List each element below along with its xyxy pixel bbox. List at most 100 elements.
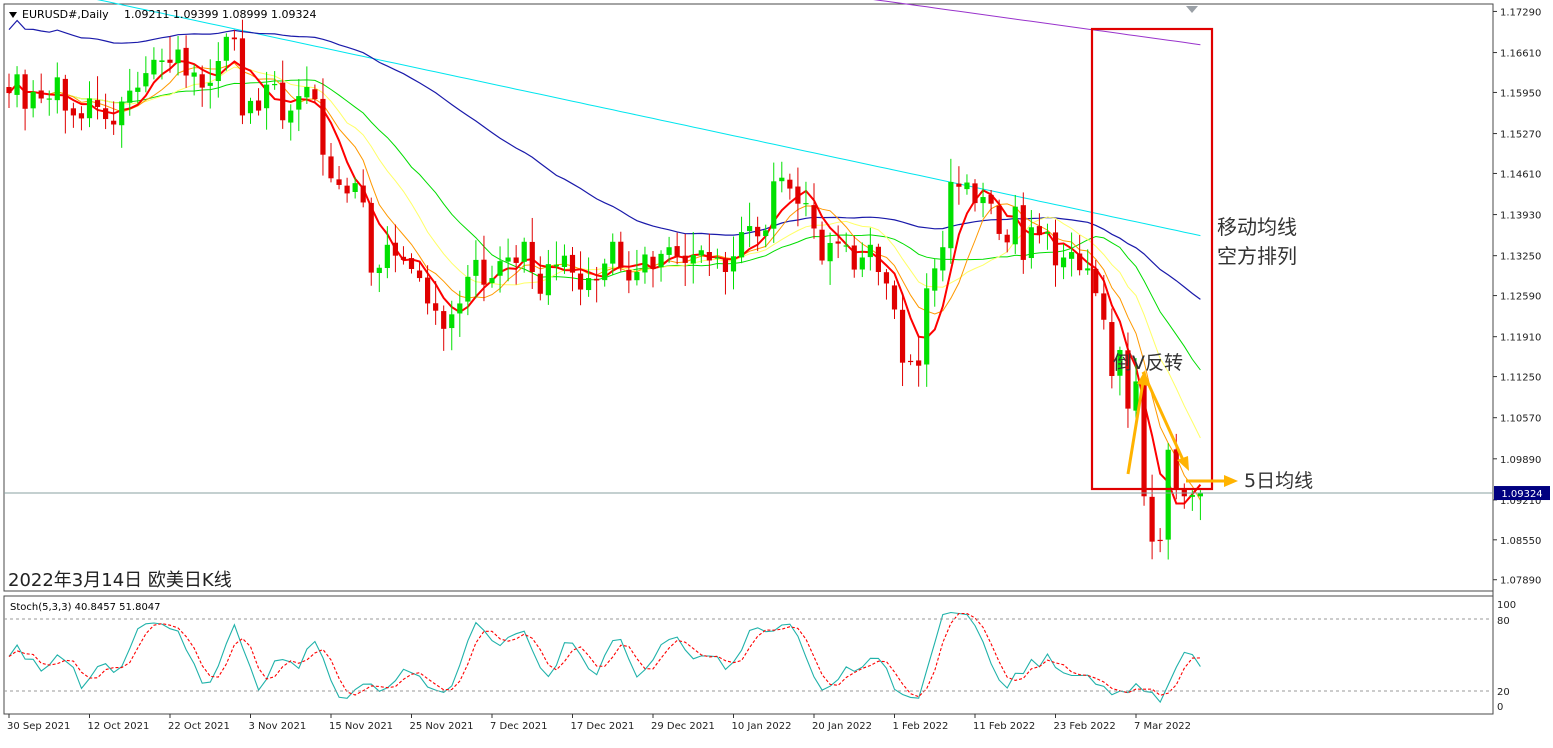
bull-candle [497,261,503,276]
bull-candle [561,255,568,267]
inverted-v-arrows [1126,370,1189,475]
bear-candle [787,179,793,189]
bear-candle [103,108,109,120]
bull-candle [1117,349,1123,376]
bull-candle [738,232,745,258]
bear-candle [22,74,28,109]
bull-candle [489,278,495,284]
bear-candle [1020,205,1026,260]
stoch-level-20: 20 [1497,687,1510,698]
bear-candle [883,272,890,284]
bull-candle [135,87,141,92]
bear-candle [231,37,237,40]
bull-candle [86,98,93,119]
ma5-arrow [1186,475,1238,487]
bear-candle [1125,350,1131,409]
bear-candle [891,285,898,310]
ma60-line [8,19,1201,300]
bear-candle [62,78,68,111]
bear-candle [167,59,173,63]
bear-candle [1004,234,1010,243]
chart-shift-marker[interactable] [1186,6,1198,13]
bear-candle [682,255,688,263]
bull-candle [859,257,865,270]
stoch-signal-line [8,612,1201,698]
bear-candle [320,98,326,155]
bull-candle [545,264,551,296]
time-tick-label: 20 Jan 2022 [812,721,872,732]
time-axis: 30 Sep 2021 12 Oct 2021 22 Oct 2021 3 Nov 2… [7,714,1191,732]
bear-candle [577,273,584,290]
ma-arrangement-label-1: 移动均线 [1217,215,1297,239]
bull-candle [143,73,149,87]
bear-candle [38,90,44,99]
bull-candle [843,245,849,247]
bear-candle [1077,253,1083,271]
stoch-main-line [8,611,1201,704]
bull-candle [521,241,527,262]
bear-candle [6,87,12,94]
bear-candle [811,205,817,229]
bear-candle [408,258,415,269]
symbol-menu-icon[interactable] [9,12,17,18]
bear-candle [1157,539,1163,542]
bear-candle [441,311,447,329]
bear-candle [433,303,439,311]
bear-candle [1036,226,1042,236]
bear-candle [569,254,576,273]
price-tick-label: 1.07890 [1500,576,1541,587]
bear-candle [626,269,632,281]
bear-candle [706,252,712,261]
bull-candle [698,250,704,256]
bull-candle [191,72,197,77]
bear-candle [312,89,318,100]
bull-candle [473,259,479,276]
bull-candle [932,268,938,291]
time-tick-label: 22 Oct 2021 [168,721,230,732]
bull-candle [1069,252,1075,259]
stochastic-indicator [8,611,1201,704]
bull-candle [763,230,769,237]
bull-candle [54,77,60,101]
bear-candle [972,183,978,204]
time-tick-label: 15 Nov 2021 [329,721,393,732]
bear-candle [513,257,519,263]
time-tick-label: 1 Feb 2022 [893,721,949,732]
bull-candle [465,276,471,302]
price-tick-label: 1.17290 [1500,7,1541,18]
bull-candle [1085,268,1091,271]
price-tick-label: 1.13250 [1500,252,1541,263]
bear-candle [183,47,189,76]
price-tick-label: 1.10570 [1500,414,1541,425]
time-tick-label: 3 Nov 2021 [249,721,307,732]
bull-candle [940,247,946,271]
current-price-tag: 1.09324 [1494,486,1550,501]
bull-candle [803,203,809,205]
price-axis: 1.17290 1.16610 1.15950 1.15270 1.14610 1.139… [1493,7,1541,587]
bear-candle [481,259,487,285]
bull-candle [46,98,52,100]
bear-candle [94,100,101,107]
stoch-label: Stoch(5,3,3) 40.8457 51.8047 [10,602,161,613]
bull-candle [1060,257,1067,268]
bear-candle [368,202,374,273]
bull-candle [1197,493,1203,497]
bull-candle [1044,232,1051,234]
time-tick-label: 10 Jan 2022 [732,721,792,732]
bear-candle [875,246,881,273]
bear-candle [255,100,262,111]
bull-candle [207,82,213,86]
bear-candle [344,185,350,194]
bear-candle [618,241,624,268]
bear-candle [996,205,1002,234]
bear-candle [416,270,423,279]
bear-candle [392,242,398,256]
bull-candle [175,49,181,64]
bull-candle [602,263,608,281]
time-tick-label: 11 Feb 2022 [973,721,1035,732]
bull-candle [867,244,873,258]
time-tick-label: 25 Nov 2021 [410,721,474,732]
date-caption: 2022年3月14日 欧美日K线 [8,570,232,591]
